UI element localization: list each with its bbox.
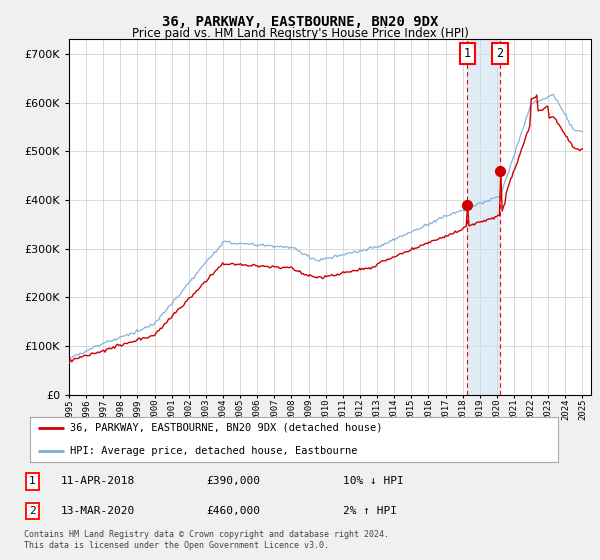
Text: Contains HM Land Registry data © Crown copyright and database right 2024.
This d: Contains HM Land Registry data © Crown c… <box>24 530 389 550</box>
Text: 1: 1 <box>464 47 471 60</box>
Text: 36, PARKWAY, EASTBOURNE, BN20 9DX (detached house): 36, PARKWAY, EASTBOURNE, BN20 9DX (detac… <box>70 423 382 433</box>
Text: £390,000: £390,000 <box>206 477 260 487</box>
Text: 2% ↑ HPI: 2% ↑ HPI <box>343 506 397 516</box>
Text: 11-APR-2018: 11-APR-2018 <box>61 477 135 487</box>
Text: 2: 2 <box>29 506 35 516</box>
Text: £460,000: £460,000 <box>206 506 260 516</box>
Text: HPI: Average price, detached house, Eastbourne: HPI: Average price, detached house, East… <box>70 446 357 456</box>
Text: 2: 2 <box>497 47 503 60</box>
Text: Price paid vs. HM Land Registry's House Price Index (HPI): Price paid vs. HM Land Registry's House … <box>131 27 469 40</box>
Text: 13-MAR-2020: 13-MAR-2020 <box>61 506 135 516</box>
Text: 1: 1 <box>29 477 35 487</box>
Bar <box>467 39 500 395</box>
Text: 10% ↓ HPI: 10% ↓ HPI <box>343 477 404 487</box>
Text: 36, PARKWAY, EASTBOURNE, BN20 9DX: 36, PARKWAY, EASTBOURNE, BN20 9DX <box>162 15 438 29</box>
